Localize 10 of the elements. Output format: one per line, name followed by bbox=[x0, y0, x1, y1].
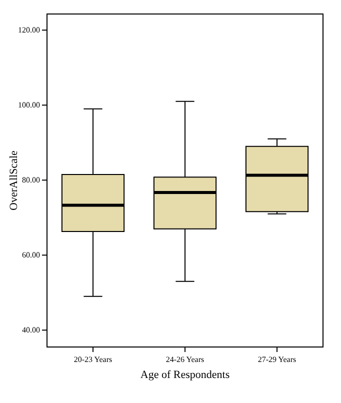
x-tick-label: 24-26 Years bbox=[166, 355, 204, 364]
y-axis-title: OverAllScale bbox=[8, 150, 20, 210]
y-tick-label: 120.00 bbox=[18, 26, 40, 35]
y-tick-label: 80.00 bbox=[22, 176, 40, 185]
x-axis-title: Age of Respondents bbox=[140, 369, 230, 381]
x-tick-label: 20-23 Years bbox=[74, 355, 112, 364]
y-tick-label: 60.00 bbox=[22, 250, 40, 260]
y-tick-label: 100.00 bbox=[18, 100, 40, 110]
x-tick-label: 27-29 Years bbox=[258, 355, 296, 364]
y-tick-label: 40.00 bbox=[22, 326, 40, 335]
